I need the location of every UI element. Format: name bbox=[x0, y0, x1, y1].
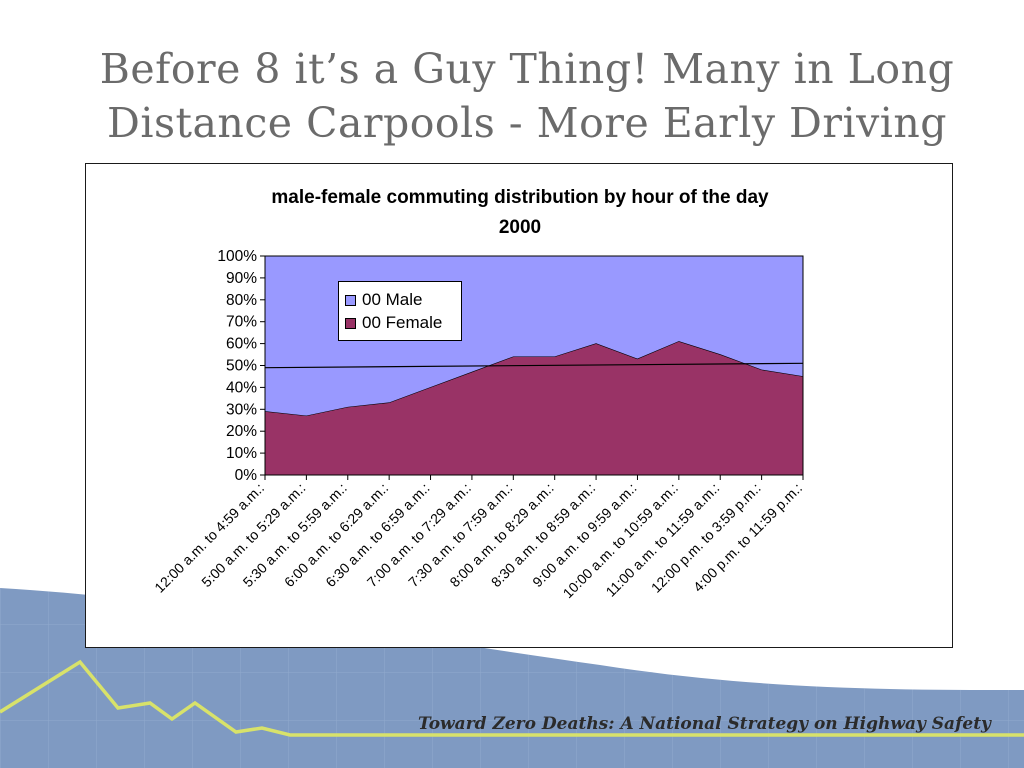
slide-title-line-1: Before 8 it’s a Guy Thing! Many in Long bbox=[99, 45, 955, 93]
y-tick-label: 70% bbox=[226, 314, 257, 331]
legend-label-male: 00 Male bbox=[362, 290, 423, 309]
chart-legend: 00 Male 00 Female bbox=[338, 281, 462, 341]
legend-item-male: 00 Male bbox=[345, 290, 422, 310]
legend-swatch-female bbox=[345, 317, 356, 329]
y-tick-label: 0% bbox=[235, 467, 258, 484]
y-tick-label: 60% bbox=[226, 336, 257, 353]
y-tick-label: 100% bbox=[217, 248, 257, 265]
chart-title-line-1: male-female commuting distribution by ho… bbox=[271, 187, 769, 208]
legend-swatch-male bbox=[345, 294, 356, 306]
chart-title-line-2: 2000 bbox=[499, 217, 541, 238]
slide-title: Before 8 it’s a Guy Thing! Many in Long … bbox=[40, 42, 1014, 150]
y-tick-label: 50% bbox=[226, 358, 257, 375]
chart-svg: male-female commuting distribution by ho… bbox=[151, 187, 805, 601]
mountain-line bbox=[0, 659, 1024, 737]
footer-tagline: Toward Zero Deaths: A National Strategy … bbox=[418, 714, 991, 734]
y-tick-label: 10% bbox=[226, 445, 257, 462]
legend-item-female: 00 Female bbox=[345, 313, 442, 333]
y-tick-label: 40% bbox=[226, 379, 257, 396]
reference-line bbox=[264, 362, 804, 369]
y-axis: 0% 10% 20% 30% 40% 50% 60% 70% 80% 90% 100% bbox=[217, 248, 266, 484]
area-series-female bbox=[264, 341, 804, 476]
legend-label-female: 00 Female bbox=[362, 313, 443, 332]
y-tick-label: 80% bbox=[226, 292, 257, 309]
y-tick-label: 90% bbox=[226, 270, 257, 287]
chart-frame: male-female commuting distribution by ho… bbox=[85, 163, 953, 648]
slide-title-line-2: Distance Carpools - More Early Driving bbox=[106, 99, 948, 147]
y-tick-label: 30% bbox=[226, 401, 257, 418]
y-tick-label: 20% bbox=[226, 423, 257, 440]
x-axis: 12:00 a.m. to 4:59 a.m.:5:00 a.m. to 5:2… bbox=[151, 474, 805, 601]
